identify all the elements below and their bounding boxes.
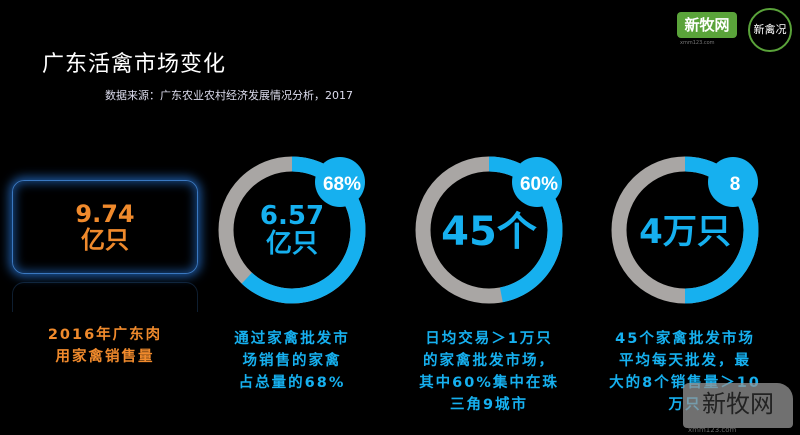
- watermark-logo: 新牧网: [683, 383, 793, 428]
- badge-label: 8: [730, 174, 741, 195]
- badge-label: 68%: [323, 174, 361, 195]
- data-source: 数据来源：广东农业农村经济发展情况分析，2017: [105, 89, 353, 102]
- logo-url: xmm123.com: [680, 40, 715, 46]
- caption-line: 的家禽批发市场，: [423, 353, 555, 369]
- highlight-box: 9.74 亿只: [12, 180, 198, 274]
- caption-line: 场销售的家禽: [242, 353, 342, 369]
- highlight-value: 9.74: [75, 200, 135, 228]
- highlight-unit: 亿只: [81, 226, 129, 254]
- caption-line: 占总量的68%: [238, 375, 346, 391]
- xinqinkuang-logo: 新禽况: [748, 8, 792, 52]
- page-title: 广东活禽市场变化: [42, 52, 227, 77]
- caption-line: 45个家禽批发市场: [615, 331, 755, 347]
- center-unit: 亿只: [265, 229, 318, 259]
- badge-circle: [708, 157, 758, 207]
- ring-center-value: 4万只: [639, 212, 731, 252]
- ring-center-value: 6.57 亿只: [232, 202, 352, 258]
- caption-line: 用家禽销售量: [55, 349, 155, 365]
- badge-circle: [512, 157, 562, 207]
- badge-label: 60%: [520, 174, 558, 195]
- caption-line: 2016年广东肉: [47, 327, 163, 343]
- box-reflection: [12, 282, 198, 312]
- watermark-url: xmm123.com: [688, 426, 737, 434]
- badge-circle: [315, 157, 365, 207]
- caption-line: 其中60%集中在珠: [419, 375, 559, 391]
- ring-center-value: 45个: [441, 209, 537, 255]
- caption-line: 三角9城市: [449, 397, 529, 413]
- caption-line: 日均交易＞1万只: [425, 331, 553, 347]
- center-number: 6.57: [259, 201, 325, 231]
- ring-caption: 日均交易＞1万只 的家禽批发市场， 其中60%集中在珠 三角9城市: [389, 328, 589, 416]
- caption-line: 通过家禽批发市: [234, 331, 350, 347]
- highlight-caption: 2016年广东肉 用家禽销售量: [10, 324, 200, 368]
- caption-line: 平均每天批发，最: [619, 353, 751, 369]
- xinmuwang-logo: 新牧网: [677, 12, 737, 38]
- ring-caption: 通过家禽批发市 场销售的家禽 占总量的68%: [192, 328, 392, 394]
